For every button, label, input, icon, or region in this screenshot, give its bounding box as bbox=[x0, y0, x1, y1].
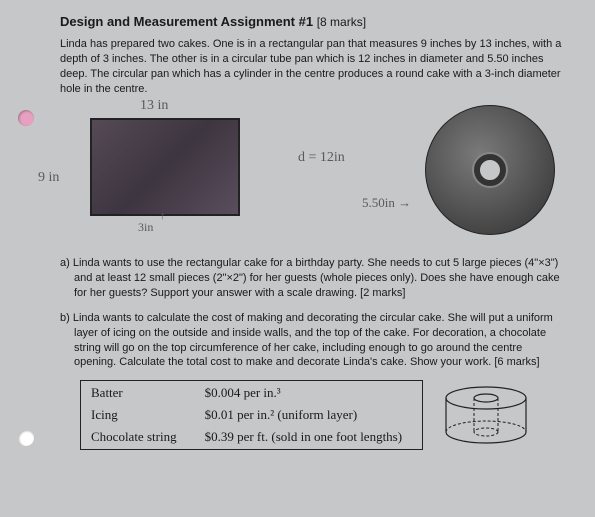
annot-rect-depth: 3in bbox=[138, 220, 153, 235]
cost-item: Icing bbox=[83, 405, 195, 425]
question-b: b) Linda wants to calculate the cost of … bbox=[60, 311, 565, 370]
cost-item: Chocolate string bbox=[83, 427, 195, 447]
title-text: Design and Measurement Assignment #1 bbox=[60, 14, 313, 29]
punch-hole-bottom bbox=[18, 430, 34, 446]
circ-outer bbox=[425, 105, 555, 235]
circ-inner-hole bbox=[474, 154, 506, 186]
table-row: Chocolate string $0.39 per ft. (sold in … bbox=[83, 427, 420, 447]
punch-hole-top bbox=[18, 110, 34, 126]
annot-circ-diameter: d = 12in bbox=[298, 150, 345, 166]
rectangular-cake bbox=[90, 118, 240, 216]
annot-circ-depth: 5.50in → bbox=[362, 195, 411, 211]
diagram-area: 13 in 9 in ↑ 3in d = 12in 5.50in → bbox=[60, 100, 565, 250]
cost-price: $0.004 per in.³ bbox=[197, 383, 421, 403]
tube-cake-sketch bbox=[441, 386, 531, 444]
annot-rect-height: 9 in bbox=[38, 170, 59, 186]
circular-cake bbox=[425, 105, 555, 235]
annot-arrow-up: ↑ bbox=[160, 210, 166, 222]
title-marks: [8 marks] bbox=[317, 15, 366, 29]
page-title: Design and Measurement Assignment #1 [8 … bbox=[60, 14, 565, 29]
table-row: Batter $0.004 per in.³ bbox=[83, 383, 420, 403]
table-row: Icing $0.01 per in.² (uniform layer) bbox=[83, 405, 420, 425]
intro-paragraph: Linda has prepared two cakes. One is in … bbox=[60, 37, 565, 96]
annot-rect-width: 13 in bbox=[140, 98, 168, 114]
cost-area: Batter $0.004 per in.³ Icing $0.01 per i… bbox=[80, 380, 565, 450]
question-a: a) Linda wants to use the rectangular ca… bbox=[60, 256, 565, 301]
cost-price: $0.01 per in.² (uniform layer) bbox=[197, 405, 421, 425]
cost-price: $0.39 per ft. (sold in one foot lengths) bbox=[197, 427, 421, 447]
cost-item: Batter bbox=[83, 383, 195, 403]
cost-table: Batter $0.004 per in.³ Icing $0.01 per i… bbox=[80, 380, 423, 450]
